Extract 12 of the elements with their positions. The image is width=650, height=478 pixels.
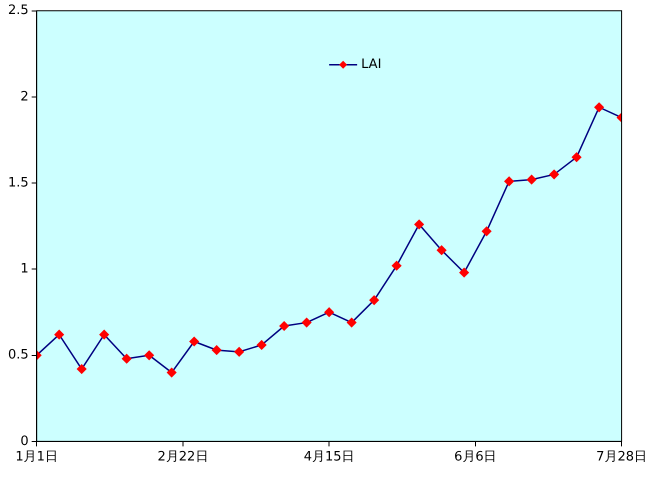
x-tick-label: 1月1日: [15, 450, 58, 465]
y-tick-label: 0.5: [8, 348, 29, 363]
x-tick-label: 2月22日: [157, 450, 208, 465]
x-tick-label: 6月6日: [454, 450, 497, 465]
y-tick-label: 0: [20, 434, 29, 449]
y-tick-label: 1.5: [8, 175, 29, 190]
y-tick-label: 2.5: [8, 3, 29, 18]
legend-label: LAI: [361, 57, 382, 72]
x-tick-label: 7月28日: [596, 450, 648, 465]
x-tick-label: 4月15日: [304, 450, 355, 465]
y-tick-label: 1: [20, 262, 29, 277]
y-tick-label: 2: [20, 89, 29, 104]
